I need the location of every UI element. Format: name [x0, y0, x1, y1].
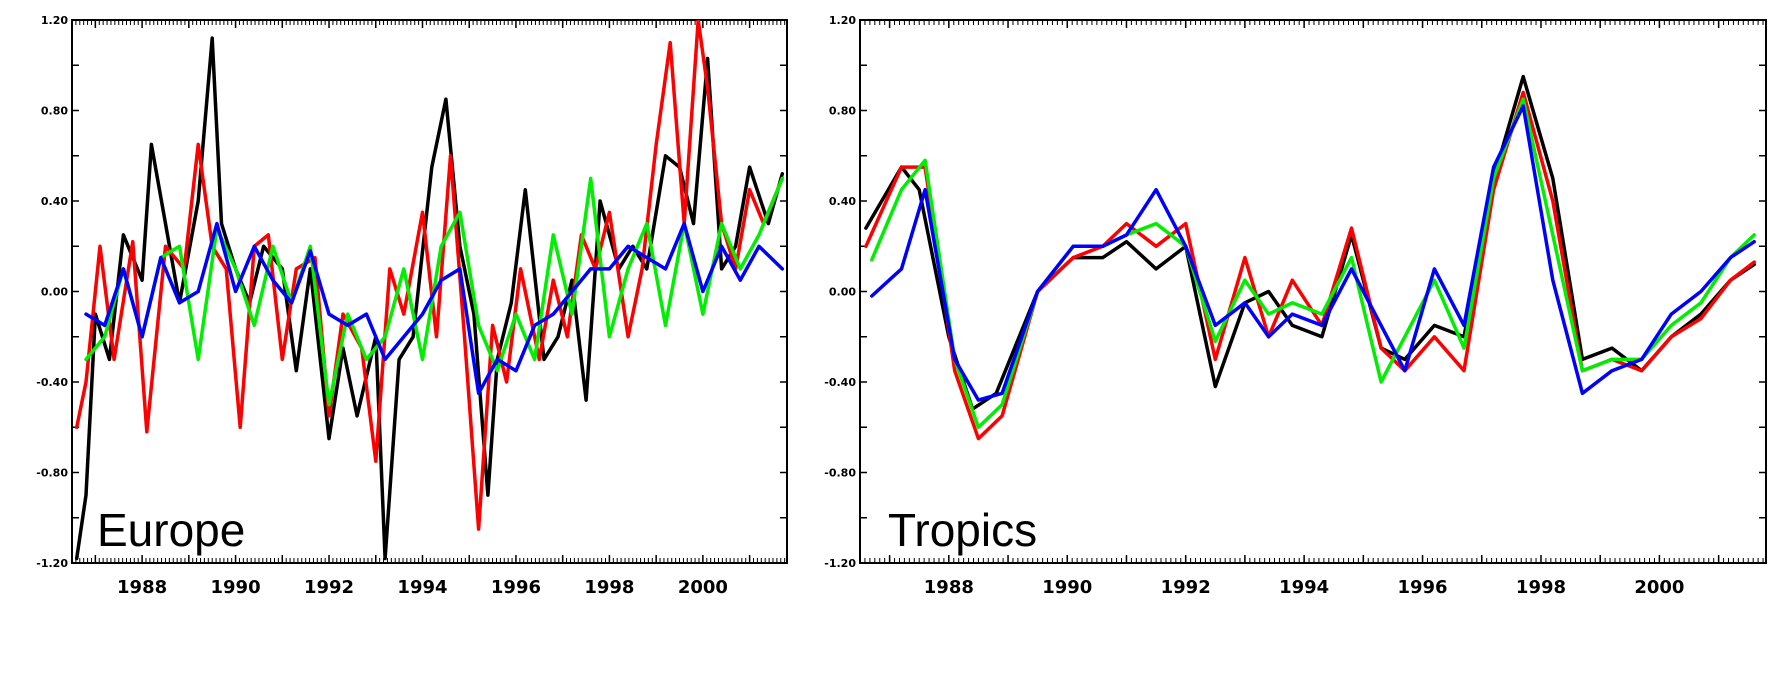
y-tick-label: 1.20 — [41, 14, 68, 27]
series-line-4 — [84, 221, 785, 396]
x-tick-label: 1990 — [1042, 577, 1092, 598]
plot-frame — [859, 19, 1767, 564]
x-tick-label: 1996 — [1397, 577, 1447, 598]
y-ticks — [72, 19, 787, 564]
x-tick-label: 1994 — [1279, 577, 1329, 598]
series-line-4 — [870, 104, 1756, 402]
x-tick-label: 2000 — [1634, 577, 1684, 598]
series-group — [74, 20, 785, 561]
x-year-ticks — [888, 20, 1720, 563]
x-tick-label: 1988 — [924, 577, 974, 598]
x-tick-label: 1990 — [211, 577, 261, 598]
y-tick-label: -0.40 — [824, 376, 856, 389]
series-line-1 — [864, 74, 1756, 411]
y-tick-label: 1.20 — [829, 14, 856, 27]
x-tick-label: 1998 — [1516, 577, 1566, 598]
y-tick-label: -1.20 — [36, 557, 68, 570]
x-tick-label: 1992 — [304, 577, 354, 598]
y-tick-label: 0.40 — [829, 195, 856, 208]
x-minor-ticks — [859, 20, 1764, 563]
x-tick-label: 1996 — [491, 577, 541, 598]
y-tick-label: 0.00 — [829, 286, 856, 299]
y-tick-label: 0.00 — [41, 286, 68, 299]
y-ticks — [860, 19, 1766, 564]
y-tick-label: 0.80 — [41, 105, 68, 118]
y-tick-label: 0.80 — [829, 105, 856, 118]
region-label: Europe — [97, 504, 245, 556]
series-group — [864, 74, 1756, 441]
x-year-ticks — [94, 20, 751, 563]
chart-panel-2: -1.20 -0.80 -0.40 0.00 0.40 0.80 1.20 1988 1990 1… — [824, 14, 1767, 598]
region-label: Tropics — [888, 504, 1037, 556]
x-tick-label: 1992 — [1161, 577, 1211, 598]
x-tick-label: 1998 — [584, 577, 634, 598]
y-tick-label: -0.40 — [36, 376, 68, 389]
series-line-2 — [74, 20, 785, 531]
y-tick-label: -0.80 — [36, 467, 68, 480]
series-line-3 — [870, 97, 1756, 430]
x-tick-label: 2000 — [678, 577, 728, 598]
chart-panel-1: -1.20 -0.80 -0.40 0.00 0.40 0.80 1.20 1988 1990 1… — [36, 14, 788, 598]
x-tick-label: 1988 — [117, 577, 167, 598]
y-tick-label: -0.80 — [824, 467, 856, 480]
x-tick-label: 1994 — [397, 577, 447, 598]
series-line-1 — [74, 36, 785, 561]
y-tick-label: -1.20 — [824, 557, 856, 570]
series-line-3 — [84, 176, 785, 407]
y-tick-label: 0.40 — [41, 195, 68, 208]
